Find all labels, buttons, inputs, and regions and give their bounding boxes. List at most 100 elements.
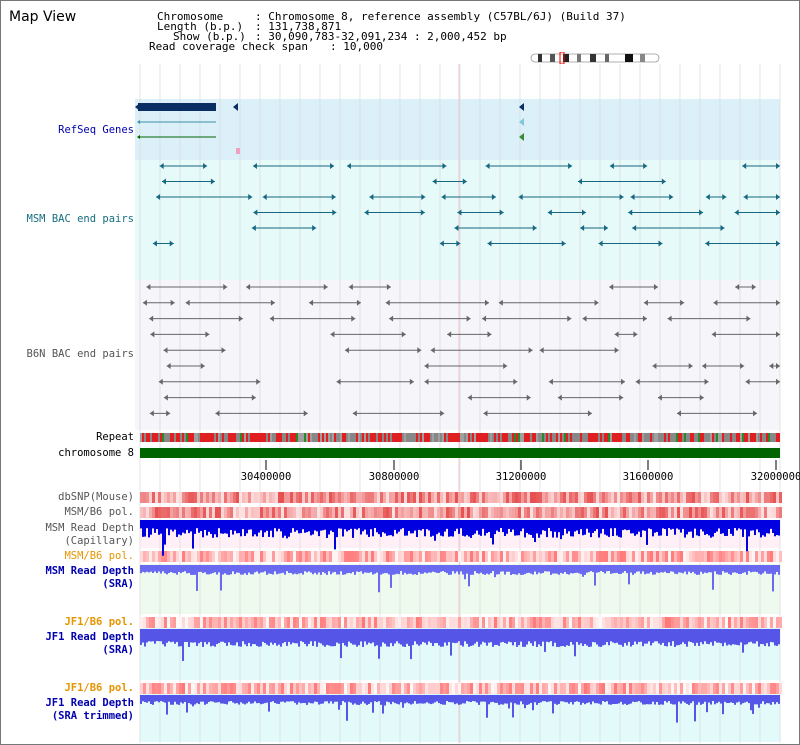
dbsnp-cell [776, 492, 779, 503]
dbsnp-cell [551, 492, 554, 503]
jf1-sra-bar [742, 629, 744, 653]
dbsnp-cell [668, 492, 671, 503]
dbsnp-cell [368, 492, 371, 503]
jf1-b6-pol-2-cell [350, 683, 353, 694]
msm-capillary-bar [732, 520, 734, 536]
msm-sra-bar [316, 565, 318, 575]
jf1-b6-pol-2-cell [602, 683, 605, 694]
jf1-trimmed-bar [396, 695, 398, 704]
dbsnp-cell [542, 492, 545, 503]
msm-b6-pol-2-cell [416, 551, 419, 562]
jf1-b6-pol-cell [515, 617, 518, 628]
jf1-trimmed-bar [398, 695, 400, 705]
b6n-bac-pair-end [740, 363, 745, 369]
repeat-block [730, 433, 732, 442]
jf1-trimmed-bar [246, 695, 248, 704]
jf1-sra-bar [364, 629, 366, 642]
msm-capillary-bar [290, 520, 292, 533]
msm-b6-pol-cell [773, 507, 776, 518]
dbsnp-cell [407, 492, 410, 503]
repeat-block [242, 433, 244, 442]
dbsnp-cell [761, 492, 764, 503]
repeat-block [370, 433, 372, 442]
repeat-block [398, 433, 400, 442]
jf1-sra-bar [182, 629, 184, 661]
dbsnp-cell [344, 492, 347, 503]
msm-b6-pol-2-cell [218, 551, 221, 562]
jf1-sra-bar [700, 629, 702, 643]
msm-read-depth-sra-label[interactable]: MSM Read Depth [45, 565, 134, 577]
jf1-trimmed-bar [476, 695, 478, 703]
msm-sra-bar [520, 565, 522, 575]
msm-capillary-bar [620, 520, 622, 538]
msm-b6-pol-2-cell [386, 551, 389, 562]
jf1-trimmed-bar [662, 695, 664, 705]
dbsnp-cell [428, 492, 431, 503]
jf1-b6-pol-2-cell [713, 683, 716, 694]
jf1-b6-pol-2-cell [347, 683, 350, 694]
jf1-b6-pol-label[interactable]: JF1/B6 pol. [64, 616, 134, 628]
jf1-b6-pol-2-cell [647, 683, 650, 694]
jf1-b6-pol-cell [743, 617, 746, 628]
jf1-trimmed-bar [336, 695, 338, 702]
msm-b6-pol-cell [275, 507, 278, 518]
msm-sra-bar [378, 565, 380, 593]
msm-sra-bar [340, 565, 342, 572]
msm-b6-pol-2-cell [560, 551, 563, 562]
msm-b6-pol-cell [731, 507, 734, 518]
msm-b6-pol-2-cell [161, 551, 164, 562]
msm-b6-pol-cell [575, 507, 578, 518]
dbsnp-cell [269, 492, 272, 503]
repeat-label[interactable]: Repeat [96, 431, 134, 443]
b6n-bac-label[interactable]: B6N BAC end pairs [26, 348, 134, 360]
msm-b6-pol-2-label[interactable]: MSM/B6 pol. [64, 550, 134, 562]
jf1-b6-pol-2-cell [578, 683, 581, 694]
msm-bac-pair-end [518, 194, 523, 200]
msm-b6-pol-cell [758, 507, 761, 518]
repeat-block [162, 433, 164, 442]
dbsnp-cell [389, 492, 392, 503]
jf1-trimmed-bar [294, 695, 296, 703]
msm-bac-label[interactable]: MSM BAC end pairs [26, 213, 134, 225]
msm-capillary-bar [222, 520, 224, 534]
msm-b6-pol-label[interactable]: MSM/B6 pol. [64, 506, 134, 518]
repeat-block [424, 433, 426, 442]
jf1-read-depth-label[interactable]: JF1 Read Depth [45, 631, 134, 643]
msm-b6-pol-2-cell [158, 551, 161, 562]
jf1-b6-pol-2-cell [182, 683, 185, 694]
msm-sra-bar [646, 565, 648, 574]
jf1-b6-pol-2-cell [605, 683, 608, 694]
msm-b6-pol-2-cell [224, 551, 227, 562]
msm-b6-pol-2-cell [626, 551, 629, 562]
msm-b6-pol-2-cell [275, 551, 278, 562]
dbsnp-cell [611, 492, 614, 503]
repeat-block [504, 433, 506, 442]
msm-sra-bar [390, 565, 392, 588]
jf1-b6-pol-2-cell [215, 683, 218, 694]
repeat-block [474, 433, 476, 442]
jf1-b6-pol-2-cell [332, 683, 335, 694]
chromosome-8-label[interactable]: chromosome 8 [58, 447, 134, 459]
msm-bac-pair-end [776, 240, 780, 247]
jf1-b6-pol-2-label[interactable]: JF1/B6 pol. [64, 682, 134, 694]
chromosome-ideogram[interactable] [530, 52, 660, 64]
dbsnp-cell [752, 492, 755, 503]
dbsnp-label[interactable]: dbSNP(Mouse) [58, 491, 134, 503]
jf1-b6-pol-cell [617, 617, 620, 628]
msm-b6-pol-2-cell [725, 551, 728, 562]
jf1-trimmed-bar [170, 695, 172, 705]
dbsnp-cell [461, 492, 464, 503]
jf1-read-depth-trimmed-label[interactable]: JF1 Read Depth [45, 697, 134, 709]
msm-sra-bar [480, 565, 482, 573]
jf1-trimmed-bar [536, 695, 538, 705]
b6n-bac-pair-end [776, 299, 780, 306]
refseq-genes-label[interactable]: RefSeq Genes [58, 124, 134, 136]
msm-b6-pol-2-cell [488, 551, 491, 562]
msm-read-depth-capillary-label[interactable]: MSM Read Depth [45, 522, 134, 534]
msm-b6-pol-cell [779, 507, 782, 518]
jf1-b6-pol-cell [245, 617, 248, 628]
b6n-bac-pair-end [704, 378, 709, 385]
msm-b6-pol-cell [176, 507, 179, 518]
jf1-trimmed-bar [184, 695, 186, 702]
